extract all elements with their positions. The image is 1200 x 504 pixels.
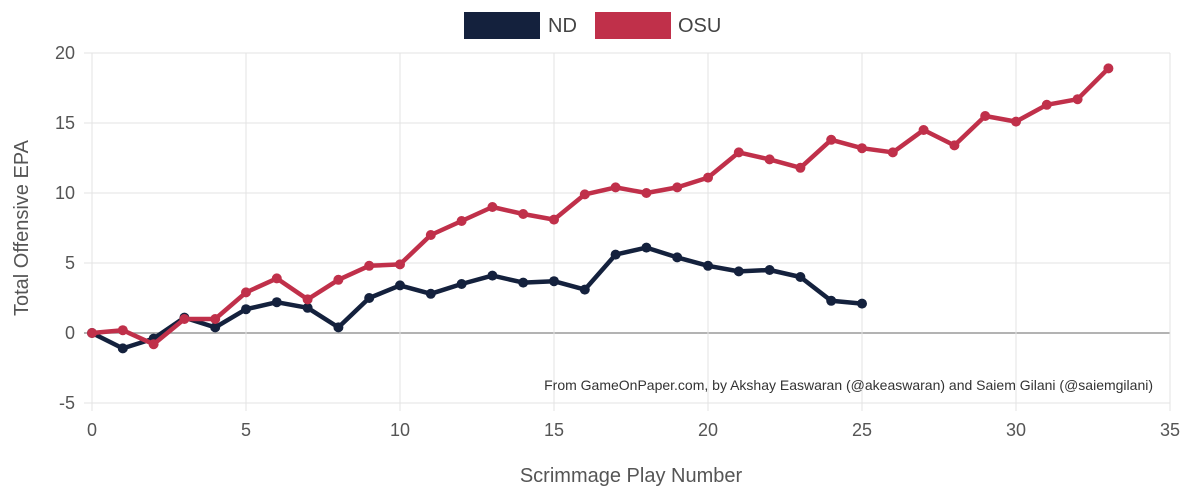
data-point-nd[interactable] — [456, 279, 467, 289]
x-tick-label: 0 — [87, 420, 97, 440]
x-tick-label: 15 — [544, 420, 564, 440]
data-point-osu[interactable] — [487, 202, 498, 212]
data-point-osu[interactable] — [980, 111, 991, 121]
data-point-osu[interactable] — [703, 172, 713, 183]
data-point-nd[interactable] — [610, 249, 621, 260]
source-credit: From GameOnPaper.com, by Akshay Easwaran… — [544, 377, 1153, 393]
data-point-osu[interactable] — [302, 294, 313, 305]
y-tick-label: 5 — [65, 253, 75, 273]
data-point-osu[interactable] — [795, 162, 806, 173]
series-line-nd — [89, 245, 865, 351]
data-point-nd[interactable] — [487, 270, 498, 281]
data-point-osu[interactable] — [764, 154, 775, 165]
data-point-osu[interactable] — [1072, 94, 1083, 105]
series-lines — [87, 63, 1114, 354]
data-point-osu[interactable] — [148, 339, 159, 350]
data-point-osu[interactable] — [179, 314, 190, 324]
data-point-nd[interactable] — [733, 266, 744, 277]
data-point-nd[interactable] — [641, 242, 652, 253]
data-point-nd[interactable] — [271, 297, 282, 308]
data-point-osu[interactable] — [1103, 63, 1114, 74]
x-tick-label: 20 — [698, 420, 718, 440]
data-point-osu[interactable] — [918, 125, 929, 135]
data-point-nd[interactable] — [333, 322, 344, 333]
data-point-nd[interactable] — [857, 298, 867, 309]
data-point-nd[interactable] — [117, 343, 128, 354]
x-tick-label: 25 — [852, 420, 872, 440]
legend[interactable]: ND OSU — [464, 12, 721, 39]
data-point-osu[interactable] — [456, 216, 467, 226]
data-point-nd[interactable] — [703, 260, 713, 271]
data-point-osu[interactable] — [87, 328, 97, 338]
x-tick-label: 5 — [241, 420, 251, 440]
data-point-osu[interactable] — [672, 182, 683, 193]
data-point-osu[interactable] — [641, 188, 652, 198]
data-point-osu[interactable] — [1041, 99, 1052, 110]
data-point-osu[interactable] — [117, 325, 128, 336]
data-point-osu[interactable] — [610, 182, 621, 193]
legend-swatch — [595, 12, 671, 39]
data-point-nd[interactable] — [795, 272, 806, 282]
data-point-nd[interactable] — [425, 288, 436, 299]
data-point-osu[interactable] — [364, 260, 375, 271]
data-point-osu[interactable] — [887, 147, 898, 158]
data-point-nd[interactable] — [826, 295, 837, 306]
data-point-osu[interactable] — [1011, 116, 1021, 127]
data-point-osu[interactable] — [210, 314, 221, 324]
legend-label: ND — [548, 15, 577, 37]
data-point-osu[interactable] — [518, 209, 529, 219]
y-tick-label: 0 — [65, 323, 75, 343]
y-tick-label: 20 — [55, 43, 75, 63]
data-point-osu[interactable] — [395, 259, 405, 270]
data-point-nd[interactable] — [395, 280, 405, 291]
x-axis-title: Scrimmage Play Number — [520, 465, 743, 487]
data-point-osu[interactable] — [271, 273, 282, 284]
y-tick-label: -5 — [59, 393, 75, 413]
data-point-nd[interactable] — [210, 322, 221, 333]
grid — [84, 52, 1171, 411]
legend-swatch — [464, 12, 540, 39]
x-tick-label: 10 — [390, 420, 410, 440]
data-point-nd[interactable] — [518, 277, 529, 288]
data-point-osu[interactable] — [949, 140, 960, 151]
data-point-osu[interactable] — [579, 189, 590, 200]
legend-item-nd[interactable]: ND — [464, 12, 577, 39]
series-line-osu — [89, 66, 1111, 347]
data-point-nd[interactable] — [579, 284, 590, 295]
y-tick-label: 15 — [55, 113, 75, 133]
x-tick-label: 30 — [1006, 420, 1026, 440]
series-nd — [87, 242, 867, 354]
data-point-nd[interactable] — [302, 302, 313, 313]
data-point-osu[interactable] — [241, 287, 251, 298]
legend-label: OSU — [678, 15, 721, 37]
data-point-nd[interactable] — [672, 252, 683, 263]
series-osu — [87, 63, 1114, 350]
data-point-nd[interactable] — [764, 265, 775, 275]
data-point-nd[interactable] — [364, 293, 375, 303]
data-point-nd[interactable] — [241, 304, 251, 315]
y-axis-title: Total Offensive EPA — [11, 139, 33, 316]
data-point-osu[interactable] — [857, 143, 867, 154]
data-point-osu[interactable] — [733, 147, 744, 158]
y-tick-label: 10 — [55, 183, 75, 203]
data-point-nd[interactable] — [549, 276, 559, 287]
data-point-osu[interactable] — [826, 134, 837, 145]
data-point-osu[interactable] — [549, 214, 559, 225]
legend-item-osu[interactable]: OSU — [595, 12, 721, 39]
axes: -5 0 5 10 15 20 0 5 10 15 20 25 30 35 — [55, 43, 1180, 440]
data-point-osu[interactable] — [425, 230, 436, 240]
data-point-osu[interactable] — [333, 274, 344, 285]
x-tick-label: 35 — [1160, 420, 1180, 440]
